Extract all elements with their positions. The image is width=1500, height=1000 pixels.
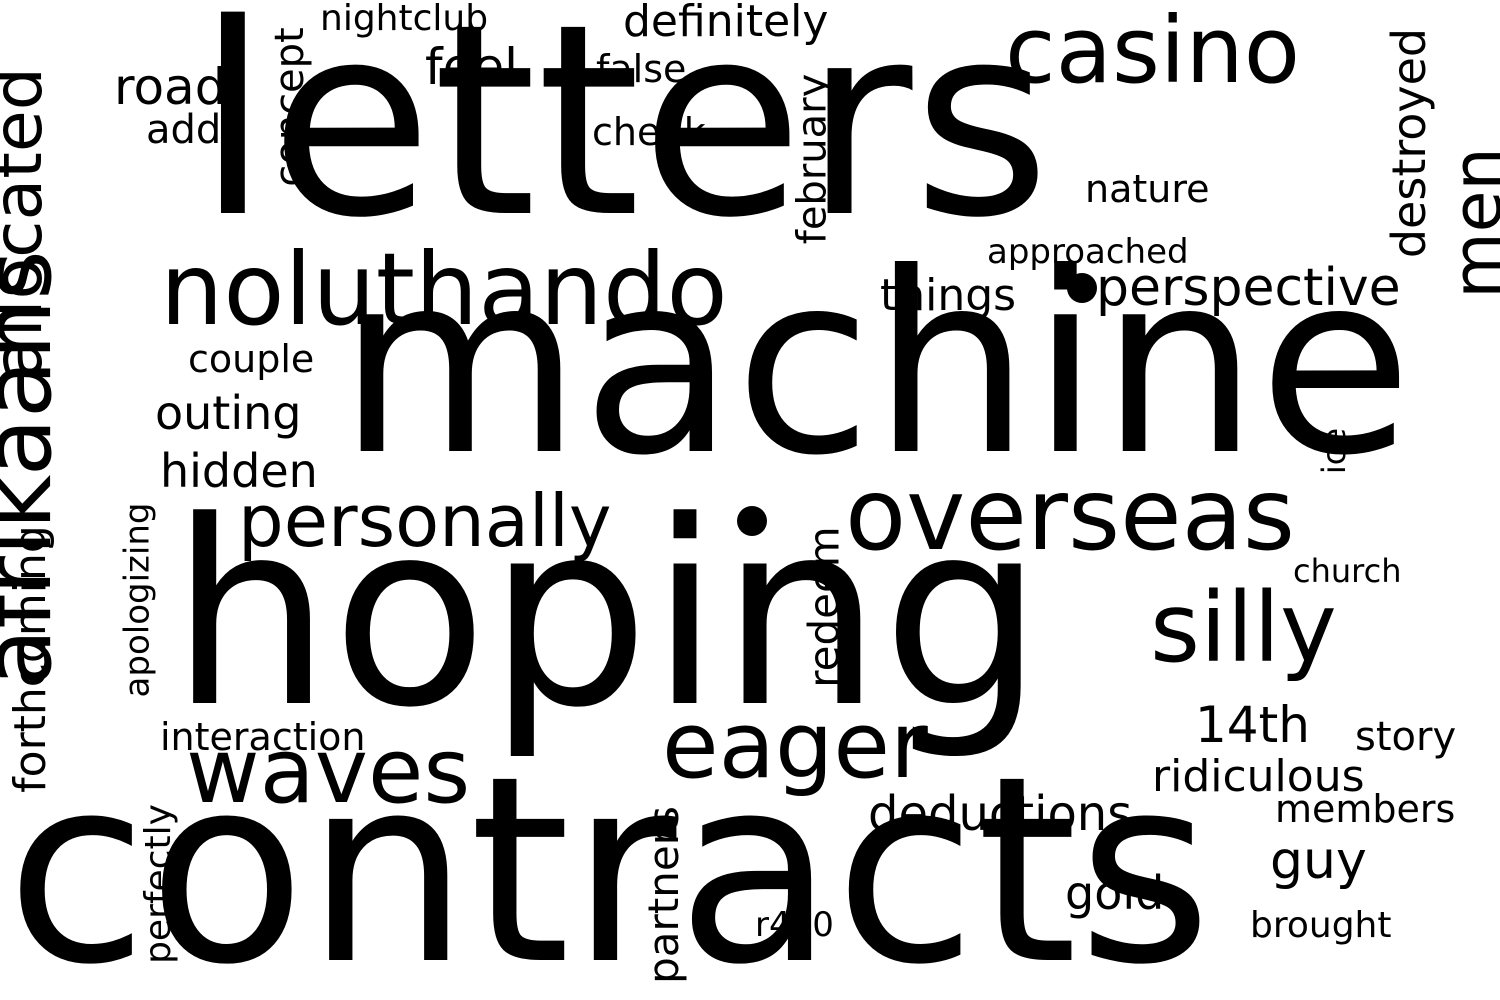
word-brought: brought: [1250, 905, 1392, 946]
word-hoping: hoping: [170, 467, 1044, 764]
word-partners: partners: [638, 806, 688, 984]
word-february: february: [789, 73, 836, 245]
word-deductions: deductions: [868, 786, 1133, 842]
word-outing: outing: [155, 386, 302, 440]
word-cheek: cheek: [592, 110, 706, 154]
word-noluthando: noluthando: [160, 231, 728, 348]
word-ice: ice: [1315, 427, 1354, 475]
word-feel: feel: [425, 38, 519, 96]
word-church: church: [1293, 552, 1402, 590]
word-road: road: [114, 58, 227, 116]
word-overseas: overseas: [845, 456, 1295, 573]
word-perspective: perspective: [1096, 258, 1401, 318]
word-silly: silly: [1150, 572, 1337, 684]
word-nature: nature: [1085, 167, 1210, 211]
word-false: false: [596, 47, 687, 91]
word-personally: personally: [238, 479, 612, 563]
bullet-dot: [737, 506, 767, 536]
word-things: things: [880, 270, 1017, 321]
word-hidden: hidden: [160, 444, 318, 498]
word-interaction: interaction: [160, 715, 366, 759]
word-r450: r450: [755, 905, 834, 945]
word-add: add: [146, 107, 222, 153]
word-guy: guy: [1270, 831, 1367, 891]
word-men: men: [1438, 147, 1500, 299]
word-apologizing: apologizing: [117, 502, 158, 698]
word-allocated: allocated: [0, 67, 58, 379]
word-contracts: contracts: [6, 721, 1212, 1000]
word-perfectly: perfectly: [137, 804, 179, 964]
word-forthcoming: forthcoming: [4, 525, 56, 793]
word-14th: 14th: [1195, 696, 1310, 754]
word-definitely: definitely: [623, 0, 829, 47]
word-approached: approached: [987, 232, 1189, 272]
word-eager: eager: [662, 692, 928, 799]
word-destroyed: destroyed: [1382, 27, 1437, 259]
word-gold: gold: [1065, 866, 1165, 920]
word-casino: casino: [1005, 0, 1301, 104]
word-concept: concept: [266, 27, 313, 187]
word-ridiculous: ridiculous: [1152, 751, 1365, 802]
word-nightclub: nightclub: [320, 0, 489, 39]
word-couple: couple: [188, 337, 315, 381]
word-redeem: redeem: [799, 526, 849, 688]
word-waves: waves: [186, 719, 471, 824]
word-letters: letters: [196, 0, 1051, 276]
word-members: members: [1275, 787, 1456, 831]
word-story: story: [1355, 714, 1457, 760]
word-machine: machine: [338, 219, 1413, 510]
bullet-dot: [1067, 273, 1097, 303]
